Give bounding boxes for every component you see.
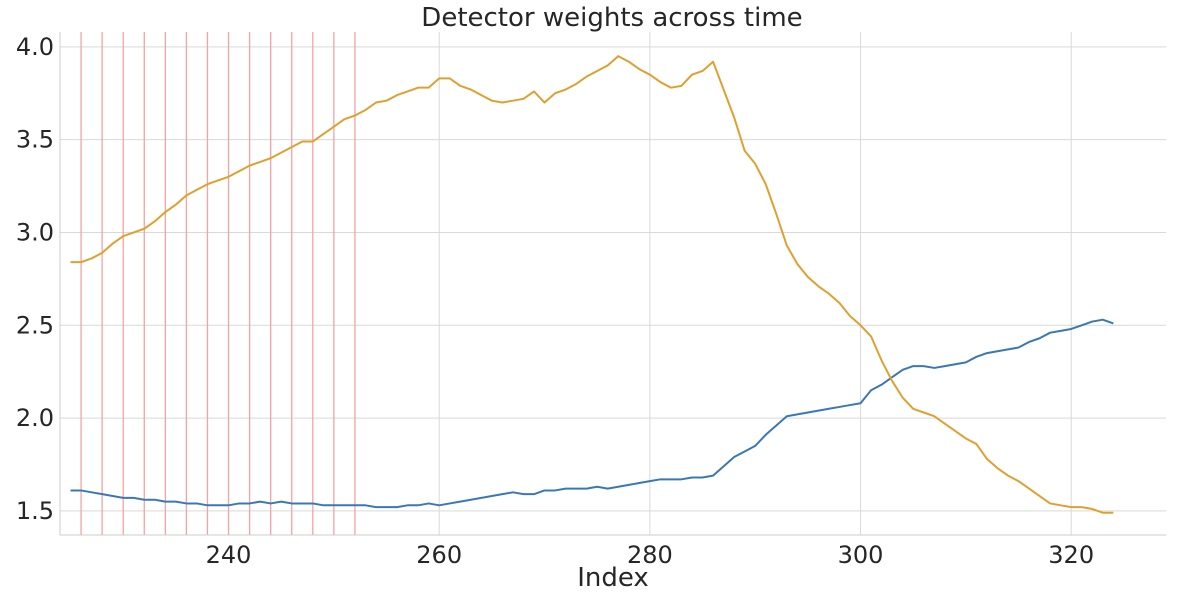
event-markers bbox=[80, 32, 356, 535]
series-group bbox=[70, 55, 1114, 514]
series-line-2 bbox=[70, 55, 1114, 514]
y-tick-label: 3.5 bbox=[16, 126, 54, 154]
y-tick-label: 3.0 bbox=[16, 218, 54, 246]
x-tick-label: 280 bbox=[627, 541, 673, 569]
x-tick-label: 240 bbox=[206, 541, 252, 569]
y-tick-label: 2.5 bbox=[16, 311, 54, 339]
x-tick-label: 320 bbox=[1048, 541, 1094, 569]
grid bbox=[60, 32, 1166, 535]
chart-title: Detector weights across time bbox=[421, 3, 802, 33]
y-tick-label: 1.5 bbox=[16, 497, 54, 525]
series-line-1 bbox=[70, 318, 1114, 509]
axes bbox=[59, 32, 1166, 536]
x-axis-label: Index bbox=[577, 563, 649, 593]
y-tick-label: 2.0 bbox=[16, 404, 54, 432]
tick-labels: 240 260 280 300 320 1.5 2.0 2.5 3.0 3.5 4.0 bbox=[16, 33, 1094, 569]
x-tick-label: 300 bbox=[838, 541, 884, 569]
y-tick-label: 4.0 bbox=[16, 33, 54, 61]
x-tick-label: 260 bbox=[416, 541, 462, 569]
